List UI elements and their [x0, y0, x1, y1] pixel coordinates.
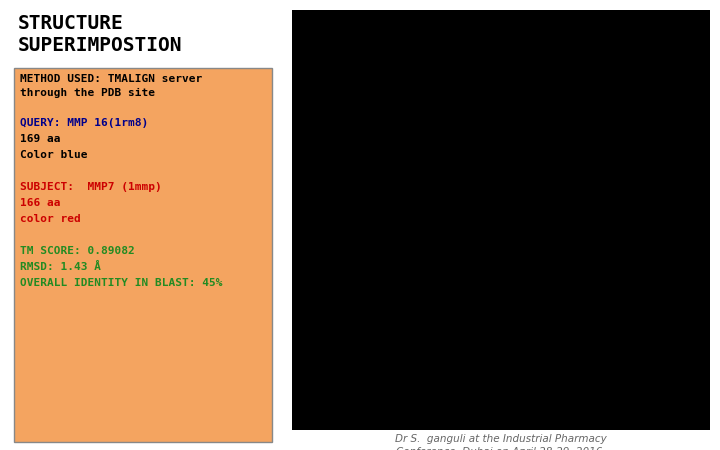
Text: STRUCTURE: STRUCTURE [18, 14, 124, 33]
Text: QUERY: MMP 16(1rm8): QUERY: MMP 16(1rm8) [20, 118, 148, 128]
Text: Dr S.  ganguli at the Industrial Pharmacy
Conference, Dubai on April 28-29, 2016: Dr S. ganguli at the Industrial Pharmacy… [395, 434, 607, 450]
Text: METHOD USED: TMALIGN server: METHOD USED: TMALIGN server [20, 74, 202, 84]
Text: SUBJECT:  MMP7 (1mmp): SUBJECT: MMP7 (1mmp) [20, 182, 162, 192]
Text: 166 aa: 166 aa [20, 198, 60, 208]
Text: 169 aa: 169 aa [20, 134, 60, 144]
FancyBboxPatch shape [292, 10, 710, 430]
Text: OVERALL IDENTITY IN BLAST: 45%: OVERALL IDENTITY IN BLAST: 45% [20, 278, 222, 288]
Text: Color blue: Color blue [20, 150, 88, 160]
Text: RMSD: 1.43 Å: RMSD: 1.43 Å [20, 262, 101, 272]
FancyBboxPatch shape [14, 68, 272, 442]
Text: SUPERIMPOSTION: SUPERIMPOSTION [18, 36, 182, 55]
Text: color red: color red [20, 214, 81, 224]
Text: TM SCORE: 0.89082: TM SCORE: 0.89082 [20, 246, 135, 256]
Text: through the PDB site: through the PDB site [20, 88, 155, 98]
